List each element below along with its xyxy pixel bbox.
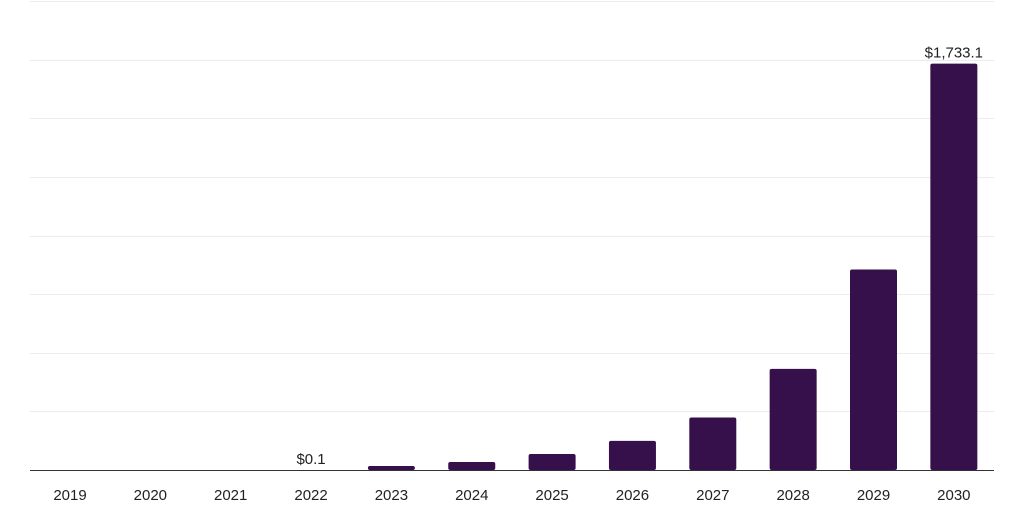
- x-tick-label: 2020: [134, 487, 167, 504]
- x-tick-label: 2024: [455, 487, 488, 504]
- x-tick-label: 2026: [616, 487, 649, 504]
- gridlines: [30, 1, 994, 412]
- bar-2026[interactable]: [608, 440, 656, 470]
- x-tick-label: 2019: [53, 487, 86, 504]
- x-tick-label: 2025: [535, 487, 568, 504]
- bar-2025[interactable]: [528, 454, 576, 470]
- bar-2028[interactable]: [769, 368, 817, 470]
- bar-2023[interactable]: [367, 466, 415, 470]
- bars: [367, 63, 978, 471]
- bar-2029[interactable]: [850, 269, 897, 471]
- x-axis: 2019 2020 2021 2022 2023 2024 2025 2026 2027 2028…: [30, 470, 994, 504]
- data-label-2030: $1,733.1: [925, 45, 983, 62]
- x-tick-label: 2029: [857, 487, 890, 504]
- bar-2027[interactable]: [689, 417, 737, 470]
- data-labels: $0.1 $1,733.1: [296, 45, 983, 468]
- x-tick-label: 2028: [776, 487, 809, 504]
- bar-2024[interactable]: [448, 462, 496, 470]
- x-tick-label: 2027: [696, 487, 729, 504]
- bar-2030[interactable]: [930, 63, 978, 471]
- x-tick-label: 2030: [937, 487, 970, 504]
- data-label-2022: $0.1: [296, 451, 325, 468]
- x-tick-label: 2023: [375, 487, 408, 504]
- x-tick-label: 2022: [294, 487, 327, 504]
- x-tick-label: 2021: [214, 487, 247, 504]
